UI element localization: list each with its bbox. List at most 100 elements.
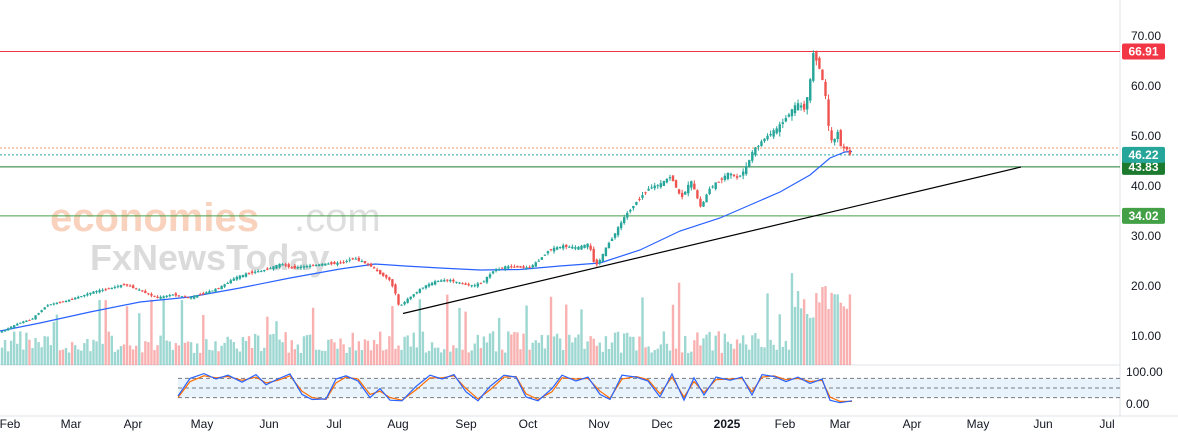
volume-bar	[464, 311, 467, 365]
volume-bar	[546, 335, 550, 365]
volume-bar	[781, 346, 784, 365]
volume-bar	[623, 333, 626, 365]
candle-body	[589, 245, 592, 250]
volume-bar	[738, 343, 742, 365]
candle-body	[177, 295, 181, 297]
price-tick-label: 30.00	[1131, 229, 1161, 243]
candle-body	[778, 124, 781, 133]
candle-body	[86, 293, 89, 296]
candle-body	[388, 277, 391, 280]
candle-body	[726, 172, 730, 180]
candle-body	[787, 114, 791, 117]
volume-bar	[336, 348, 339, 365]
time-tick-label: Oct	[519, 417, 538, 431]
volume-bar	[330, 339, 333, 365]
candle-body	[351, 258, 354, 260]
volume-bar	[55, 314, 59, 365]
candle-body	[848, 150, 852, 155]
price-tag-bg	[1122, 43, 1165, 60]
candle-body	[406, 298, 409, 303]
horizontal-levels[interactable]	[0, 50, 1120, 217]
candle-body	[131, 285, 135, 289]
volume-bar	[357, 341, 361, 365]
volume-bar	[409, 346, 412, 365]
candle-body	[549, 249, 553, 251]
time-tick-label: Jun	[259, 417, 278, 431]
volume-bar	[104, 300, 107, 365]
volume-bar	[318, 349, 321, 365]
volume-bar	[199, 352, 202, 365]
candle-body	[613, 233, 617, 238]
volume-bar	[159, 335, 162, 365]
candle-body	[281, 264, 284, 266]
volume-bar	[138, 313, 141, 365]
candle-body	[735, 176, 739, 178]
volume-bar	[680, 352, 684, 365]
candle-body	[546, 251, 550, 254]
volume-bar	[9, 340, 13, 365]
volume-bar	[616, 331, 620, 365]
candle-body	[168, 295, 171, 297]
volume-bar	[205, 339, 208, 365]
candle-body	[116, 286, 120, 288]
volume-bar	[662, 331, 666, 365]
volume-bar	[839, 302, 842, 365]
volume-bar	[558, 338, 562, 365]
candle-body	[205, 292, 208, 295]
candle-body	[668, 177, 672, 179]
volume-bar	[363, 339, 367, 365]
time-tick-label: Aug	[387, 417, 408, 431]
volume-bar	[598, 342, 601, 365]
volume-bar	[186, 341, 190, 365]
candle-body	[760, 141, 763, 147]
candle-body	[25, 320, 28, 322]
watermark-brand-suffix: .com	[294, 196, 381, 240]
volume-bar	[116, 349, 120, 365]
volume-bar	[574, 337, 577, 365]
candle-body	[479, 283, 483, 285]
time-tick-label: Jul	[326, 417, 341, 431]
price-axis[interactable]: 70.00 60.00 50.00 40.00 30.00 20.00 10.00	[1131, 29, 1161, 343]
trendline[interactable]	[402, 166, 1022, 315]
volume-bar	[836, 294, 839, 365]
volume-bar	[385, 349, 388, 365]
volume-bar	[400, 349, 403, 365]
volume-bar	[565, 304, 568, 365]
volume-bar	[540, 334, 544, 365]
candle-body	[217, 287, 220, 289]
volume-bar	[64, 347, 68, 365]
candle-body	[565, 244, 568, 247]
volume-bar	[281, 342, 284, 365]
volume-bar	[208, 349, 211, 365]
candle-body	[31, 318, 34, 320]
volume-bar	[745, 344, 748, 365]
price-tag-label: 66.91	[1128, 44, 1158, 58]
candle-body	[278, 263, 281, 268]
volume-bar	[345, 352, 348, 365]
volume-bar	[476, 334, 479, 365]
volume-bar	[501, 349, 504, 365]
candle-body	[708, 188, 711, 194]
volume-bar	[586, 341, 589, 365]
candle-body	[537, 260, 540, 262]
price-tick-label: 70.00	[1131, 29, 1161, 43]
candle-body	[89, 292, 92, 295]
volume-bar	[49, 345, 52, 365]
time-axis[interactable]: Feb Mar Apr May Jun Jul Aug Sep Oct Nov Dec 2025 Feb…	[0, 417, 1115, 431]
candle-body	[400, 304, 403, 306]
volume-bar	[321, 350, 324, 365]
candle-body	[632, 205, 635, 209]
candle-body	[77, 296, 80, 299]
volume-bar	[626, 332, 629, 365]
candle-body	[473, 285, 476, 287]
time-tick-label: Mar	[830, 417, 851, 431]
candle-body	[80, 296, 83, 298]
candle-body	[485, 276, 489, 283]
volume-bar	[552, 336, 556, 365]
volume-bar	[818, 302, 821, 365]
volume-bar	[244, 340, 248, 365]
candle-body	[635, 201, 638, 205]
volume-bar	[787, 349, 791, 365]
candle-body	[354, 258, 357, 260]
